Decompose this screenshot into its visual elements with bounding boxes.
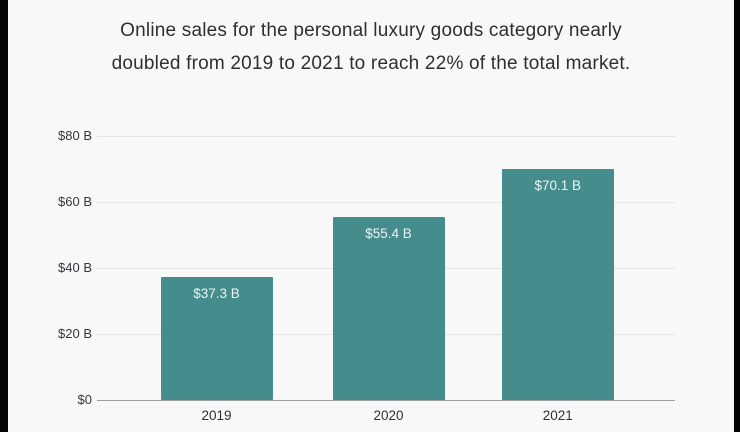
bar-value-label: $37.3 B <box>193 285 240 301</box>
bar-value-label: $55.4 B <box>365 226 412 242</box>
gridline <box>97 201 675 203</box>
left-letterbox-bar <box>0 0 8 432</box>
chart-title: Online sales for the personal luxury goo… <box>8 14 734 80</box>
y-axis-tick-label: $20 B <box>58 326 92 341</box>
x-axis-tick-label: 2020 <box>373 408 404 423</box>
bar-2019: $37.3 B <box>160 276 273 400</box>
right-letterbox-bar <box>734 0 740 432</box>
chart-title-line1: Online sales for the personal luxury goo… <box>120 20 622 41</box>
x-axis-line <box>97 399 675 401</box>
x-axis-tick-label: 2019 <box>201 408 232 423</box>
y-axis-tick-label: $80 B <box>58 128 92 143</box>
x-axis-tick-label: 2021 <box>542 408 573 423</box>
y-axis-tick-label: $60 B <box>58 194 92 209</box>
bar-2020: $55.4 B <box>332 217 445 400</box>
y-axis-tick-label: $40 B <box>58 260 92 275</box>
bar-value-label: $70.1 B <box>534 177 582 193</box>
gridline <box>97 135 675 137</box>
bar-2021: $70.1 B <box>501 168 614 400</box>
y-axis-tick-label: $0 <box>77 392 92 407</box>
chart-title-line2: doubled from 2019 to 2021 to reach 22% o… <box>111 53 631 74</box>
